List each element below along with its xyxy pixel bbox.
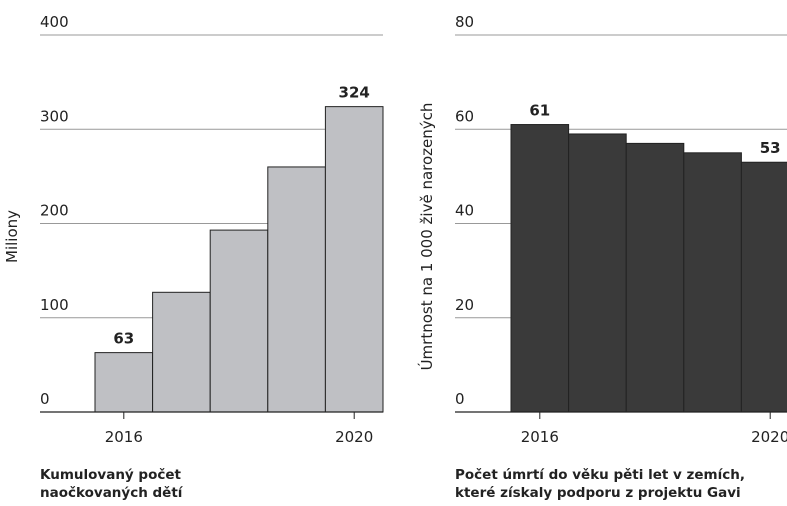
x-tick-label: 2016 <box>521 428 559 446</box>
y-tick-label: 0 <box>455 390 465 408</box>
y-axis-label: Miliony <box>3 210 21 263</box>
y-tick-label: 0 <box>40 390 50 408</box>
y-tick-label: 20 <box>455 296 474 314</box>
bar <box>94 352 154 413</box>
y-tick-label: 80 <box>455 13 474 31</box>
data-label: 324 <box>339 84 370 102</box>
bar <box>324 106 384 413</box>
bar <box>683 152 742 413</box>
bar <box>152 291 211 413</box>
x-tick-label: 2020 <box>751 428 787 446</box>
x-tick-label: 2016 <box>105 428 143 446</box>
y-axis-label: Úmrtnost na 1 000 živě narozených <box>417 103 436 371</box>
bar <box>267 166 326 413</box>
x-tick-label: 2020 <box>335 428 373 446</box>
bar <box>740 161 787 413</box>
data-label: 61 <box>529 102 550 120</box>
y-tick-label: 200 <box>40 202 69 220</box>
y-tick-label: 100 <box>40 296 69 314</box>
data-label: 53 <box>760 139 781 157</box>
data-label: 63 <box>113 330 134 348</box>
chart-title: Kumulovaný počet naočkovaných dětí <box>40 467 183 501</box>
bar <box>568 133 627 413</box>
bar <box>625 142 685 413</box>
bar <box>510 124 570 413</box>
bar <box>209 229 269 413</box>
chart-title: Počet úmrtí do věku pěti let v zemích, k… <box>455 467 745 501</box>
y-tick-label: 40 <box>455 202 474 220</box>
y-tick-label: 60 <box>455 107 474 125</box>
y-tick-label: 400 <box>40 13 69 31</box>
y-tick-label: 300 <box>40 107 69 125</box>
